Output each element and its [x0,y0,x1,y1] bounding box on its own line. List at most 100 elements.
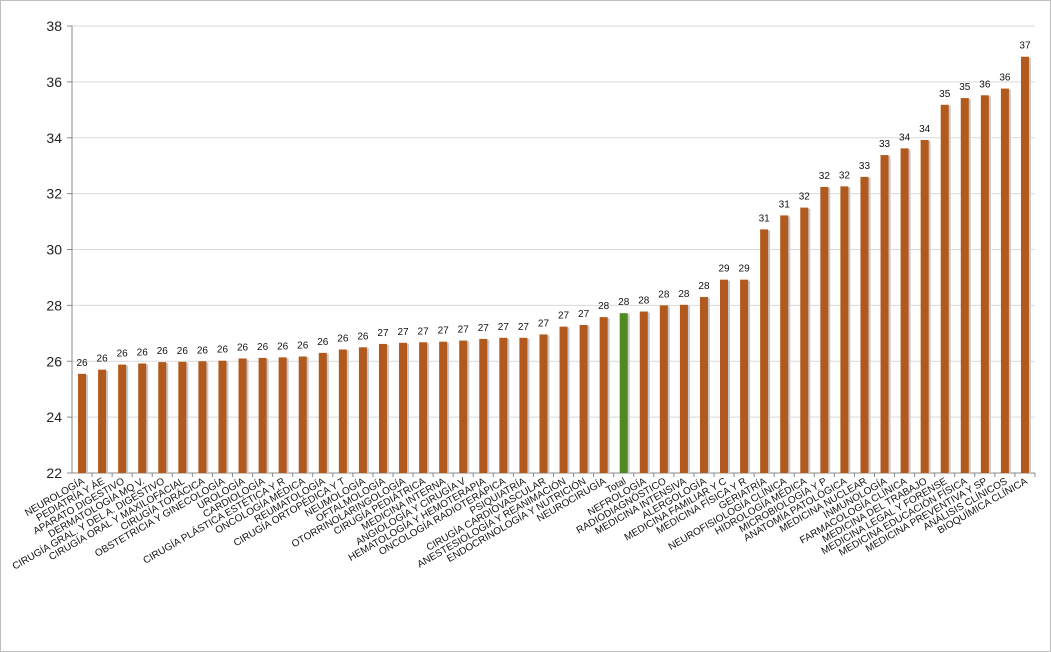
data-label: 26 [297,341,309,352]
data-label: 31 [759,213,771,224]
bar [740,279,749,473]
data-label: 33 [859,161,871,172]
y-tick-label: 22 [46,465,62,481]
bar [840,186,849,473]
bar [800,207,809,473]
bar [820,186,829,474]
data-label: 26 [137,347,149,358]
bar [479,338,488,473]
data-label: 27 [377,328,389,339]
bar [780,215,789,473]
data-label: 26 [277,341,289,352]
data-label: 27 [558,311,570,322]
bar [499,337,508,473]
data-label: 27 [438,326,450,337]
bar [920,139,929,474]
data-label: 27 [578,309,590,320]
bar [860,176,869,474]
data-label: 34 [919,124,931,135]
bar [178,361,187,473]
data-label: 32 [839,170,851,181]
data-label: 33 [879,139,891,150]
bar [318,352,327,473]
bar [1000,88,1009,473]
y-tick-label: 32 [46,186,62,202]
bar [419,342,428,473]
data-label: 28 [678,289,690,300]
data-label: 37 [1019,41,1031,52]
bar [960,98,969,474]
bar [118,364,127,473]
bar [218,360,227,473]
y-tick-label: 30 [46,242,62,258]
data-label: 32 [799,192,811,203]
data-label: 35 [939,89,951,100]
data-label: 27 [478,323,490,334]
data-label: 29 [718,264,730,275]
data-label: 26 [317,337,329,348]
bar [679,304,688,473]
y-tick-label: 34 [46,130,62,146]
bar [459,340,468,473]
bar [258,357,267,473]
bar [659,305,668,473]
bar [539,334,548,473]
data-label: 36 [999,73,1011,84]
data-label: 31 [779,199,791,210]
data-label: 28 [658,289,670,300]
bar [519,337,528,473]
data-label: 27 [538,318,550,329]
data-label: 27 [397,327,409,338]
data-label: 35 [959,82,971,93]
bar [78,373,87,473]
data-label: 26 [177,346,189,357]
bar [940,104,949,473]
data-label: 26 [76,358,88,369]
bar [980,95,989,473]
data-label: 27 [498,322,510,333]
bar [720,279,729,473]
bar [699,296,708,473]
bar [619,313,628,473]
bar [298,356,307,473]
data-label: 26 [157,346,169,357]
bar [900,148,909,473]
bar [1020,56,1029,473]
y-tick-label: 38 [46,18,62,34]
data-label: 28 [598,301,610,312]
y-tick-label: 26 [46,353,62,369]
bar [760,229,769,473]
data-label: 26 [217,345,229,356]
data-label: 32 [819,171,831,182]
data-label: 26 [197,345,209,356]
data-label: 34 [899,132,911,143]
data-label: 27 [458,325,470,336]
bar [880,155,889,474]
data-label: 26 [257,342,269,353]
bar [559,326,568,473]
data-label: 28 [638,296,650,307]
data-label: 36 [979,79,991,90]
bar [278,357,287,473]
data-label: 26 [237,342,249,353]
bar [138,363,147,473]
data-label: 29 [739,264,751,275]
bar [238,358,247,473]
y-tick-label: 36 [46,74,62,90]
bar [98,369,107,473]
bar [358,347,367,473]
bar [599,317,608,473]
bar [579,324,588,473]
y-tick-label: 24 [46,409,62,425]
data-label: 28 [698,281,710,292]
data-label: 26 [337,334,349,345]
data-label: 27 [418,326,430,337]
data-label: 28 [618,297,630,308]
bar [399,342,408,473]
bar [378,343,387,473]
data-label: 26 [117,349,129,360]
bar [338,349,347,473]
bar [158,362,167,473]
